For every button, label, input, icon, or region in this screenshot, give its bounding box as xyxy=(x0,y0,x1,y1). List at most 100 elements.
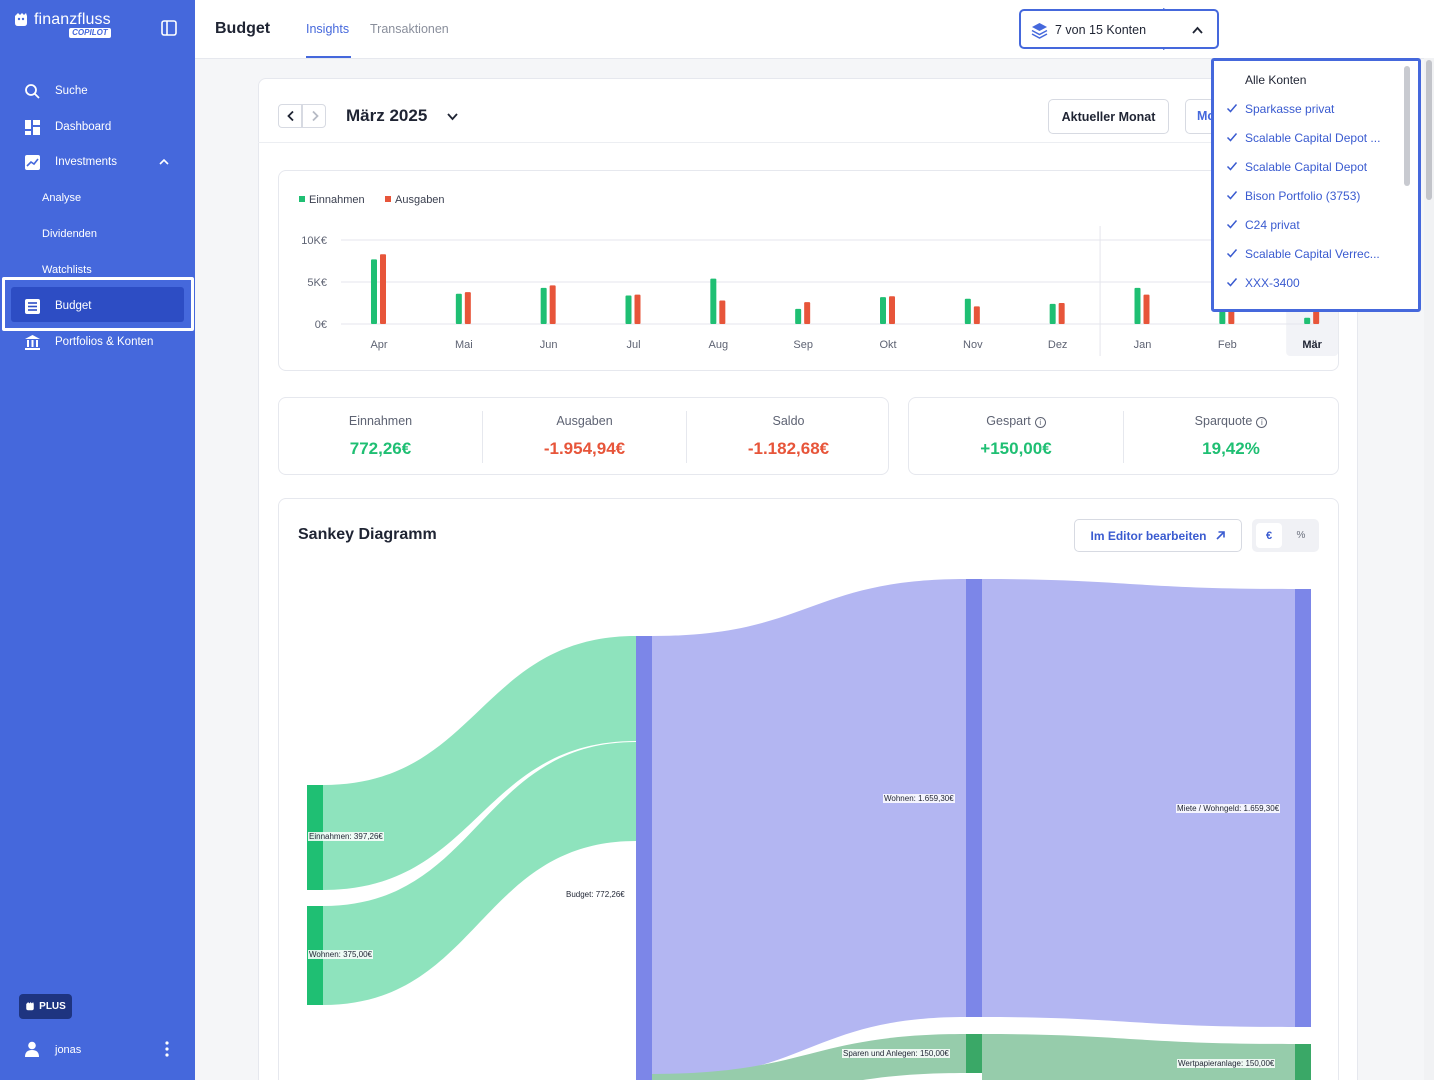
sankey-flow-wohnen-miete xyxy=(982,579,1295,1027)
sidebar-item-analyse[interactable]: Analyse xyxy=(42,192,82,204)
bar-ausgaben xyxy=(464,292,471,324)
sidebar-item-label: Dashboard xyxy=(55,121,112,133)
stat-label: Gespart xyxy=(986,414,1031,428)
account-selector[interactable]: 7 von 15 Konten xyxy=(1019,9,1219,49)
bar-einnahmen xyxy=(1049,303,1056,324)
sankey-label-einnahmen: Einnahmen: 397,26€ xyxy=(308,832,384,841)
stat-gespart: Gespart i +150,00€ xyxy=(909,398,1123,476)
sankey-node-miete[interactable] xyxy=(1295,589,1311,1027)
dropdown-scrollbar[interactable] xyxy=(1404,66,1410,186)
sankey-flow-wohnen-budget xyxy=(323,742,636,1005)
sankey-flow-sparen-wertpapier xyxy=(982,1034,1295,1080)
bar-ausgaben xyxy=(549,285,556,324)
stat-value: +150,00€ xyxy=(980,439,1052,458)
unit-euro-button[interactable]: € xyxy=(1256,523,1282,548)
sidebar-item-label: Suche xyxy=(55,85,88,97)
stat-value: -1.182,68€ xyxy=(747,439,830,458)
bar-einnahmen xyxy=(1304,317,1311,324)
bar-ausgaben xyxy=(973,306,980,324)
check-icon xyxy=(1226,278,1238,287)
dropdown-item-label: Scalable Capital Depot ... xyxy=(1245,131,1381,145)
dropdown-item-account[interactable]: Scalable Capital Depot xyxy=(1214,156,1404,178)
sankey-node-sparen[interactable] xyxy=(966,1034,982,1073)
info-icon[interactable]: i xyxy=(1034,417,1046,428)
bar-einnahmen xyxy=(455,293,462,324)
sidebar-item-suche[interactable]: Suche xyxy=(0,76,195,106)
dropdown-item-account[interactable]: Scalable Capital Depot ... xyxy=(1214,127,1404,149)
chevron-up-icon[interactable] xyxy=(158,156,170,168)
bar-einnahmen xyxy=(880,297,886,324)
prev-month-button[interactable] xyxy=(278,104,302,128)
sankey-node-wohnen-out[interactable] xyxy=(966,579,982,1017)
sidebar-item-investments[interactable]: Investments xyxy=(0,147,195,177)
sidebar-item-dashboard[interactable]: Dashboard xyxy=(0,112,195,142)
app-badge: COPILOT xyxy=(69,28,111,38)
tab-transaktionen[interactable]: Transaktionen xyxy=(370,22,449,36)
sidebar-item-budget[interactable]: Budget xyxy=(0,291,195,321)
dropdown-item-account[interactable]: XXX-3400 xyxy=(1214,272,1404,294)
app-logo[interactable]: finanzfluss COPILOT xyxy=(13,11,111,38)
stat-saldo: Saldo -1.182,68€ xyxy=(687,398,890,476)
x-tick-label: Jul xyxy=(626,339,640,351)
unit-percent-button[interactable]: % xyxy=(1296,530,1306,541)
dropdown-item-alle-konten[interactable]: Alle Konten xyxy=(1214,69,1404,91)
search-icon xyxy=(25,83,40,99)
bar-einnahmen xyxy=(710,278,717,324)
sankey-label-wertpapier: Wertpapieranlage: 150,00€ xyxy=(1177,1059,1276,1068)
dropdown-item-account[interactable]: Scalable Capital Verrec... xyxy=(1214,243,1404,265)
info-icon[interactable]: i xyxy=(1256,417,1268,428)
dropdown-item-account[interactable]: Bison Portfolio (3753) xyxy=(1214,185,1404,207)
user-menu[interactable]: jonas xyxy=(0,1035,195,1065)
sankey-label-wohnen-out: Wohnen: 1.659,30€ xyxy=(883,794,955,803)
sidebar-item-portfolios[interactable]: Portfolios & Konten xyxy=(0,327,195,357)
page-scrollbar[interactable] xyxy=(1426,60,1432,200)
app-name: finanzfluss xyxy=(34,11,111,28)
bar-ausgaben xyxy=(804,302,811,324)
sidebar-item-dividenden[interactable]: Dividenden xyxy=(42,228,98,240)
stat-label-row: Gespart i xyxy=(909,414,1123,428)
budget-icon xyxy=(25,298,40,314)
sidebar-item-watchlists[interactable]: Watchlists xyxy=(42,264,92,276)
current-month-button[interactable]: Aktueller Monat xyxy=(1048,99,1169,134)
more-vertical-icon[interactable] xyxy=(162,1040,172,1058)
sankey-card: Einnahmen: 397,26€ Wohnen: 375,00€ Budge… xyxy=(278,498,1339,1080)
dropdown-item-account[interactable]: Sparkasse privat xyxy=(1214,98,1404,120)
legend-swatch xyxy=(385,196,391,202)
bar-ausgaben xyxy=(719,300,726,324)
user-name: jonas xyxy=(55,1044,82,1056)
page-scrollbar-track xyxy=(1424,58,1434,1080)
account-dropdown: Alle Konten Sparkasse privat Scalable Ca… xyxy=(1211,58,1421,312)
chevron-down-icon[interactable] xyxy=(446,110,459,123)
dropdown-item-label: Scalable Capital Verrec... xyxy=(1245,247,1380,261)
divider xyxy=(686,411,687,463)
sankey-node-budget[interactable] xyxy=(636,636,652,1080)
x-tick-label: Aug xyxy=(709,339,729,351)
x-tick-label: Apr xyxy=(370,339,387,351)
tab-insights[interactable]: Insights xyxy=(306,22,350,36)
plus-badge[interactable]: PLUS xyxy=(19,994,72,1019)
page-title: Budget xyxy=(215,20,271,37)
dropdown-item-label: Scalable Capital Depot xyxy=(1245,160,1368,174)
account-selector-label: 7 von 15 Konten xyxy=(1055,23,1147,37)
sankey-label-budget: Budget: 772,26€ xyxy=(565,890,626,899)
stats-card-savings: Gespart i +150,00€ Sparquote i 19,42% xyxy=(908,397,1339,475)
bar-ausgaben xyxy=(1058,303,1065,324)
external-arrow-icon xyxy=(1215,531,1225,540)
layers-icon xyxy=(1031,23,1048,39)
dropdown-item-label: XXX-3400 xyxy=(1245,276,1300,290)
x-tick-label: Feb xyxy=(1218,339,1237,351)
bar-einnahmen xyxy=(964,298,971,324)
month-label[interactable]: März 2025 xyxy=(346,106,428,125)
top-bar: Budget Insights Transaktionen xyxy=(195,0,1434,59)
open-editor-button[interactable]: Im Editor bearbeiten xyxy=(1074,519,1242,552)
sidebar-collapse-icon[interactable] xyxy=(160,19,178,37)
chevron-left-icon xyxy=(287,110,294,122)
bar-ausgaben xyxy=(1143,294,1150,324)
sidebar-item-label: Investments xyxy=(55,156,117,168)
stat-einnahmen: Einnahmen 772,26€ xyxy=(279,398,482,476)
bar-ausgaben xyxy=(889,296,895,324)
sankey-node-wertpapier[interactable] xyxy=(1295,1044,1311,1080)
dropdown-item-account[interactable]: C24 privat xyxy=(1214,214,1404,236)
next-month-button[interactable] xyxy=(302,104,326,128)
income-expense-chart: Einnahmen Ausgaben 10K€ 5K€ 0€ Apr Mai Jun Jul Au… xyxy=(278,170,1339,371)
